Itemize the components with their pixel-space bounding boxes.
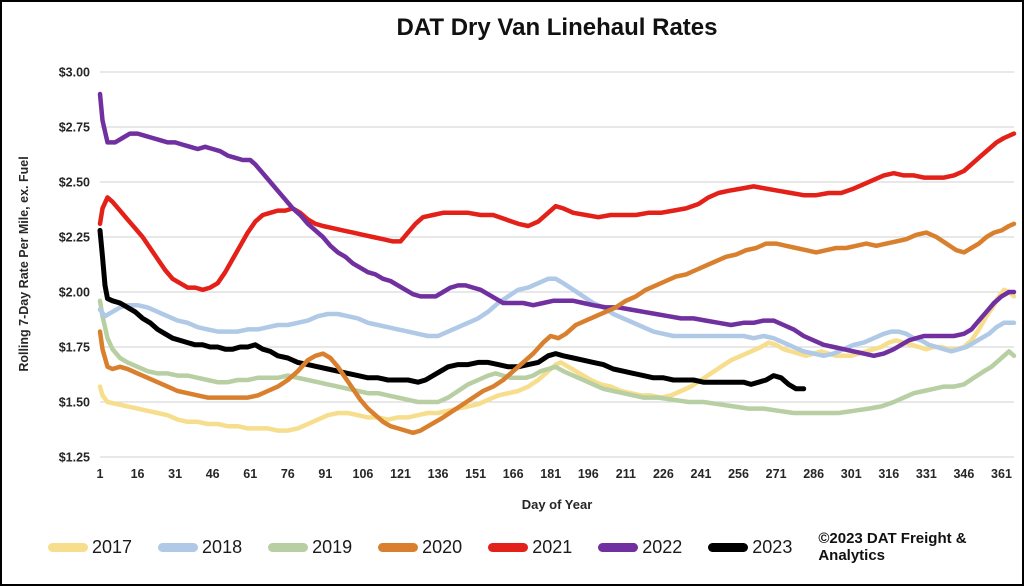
plot-area: $3.00 $2.75 $2.50 $2.25 $2.00 $1.75 $1.50 $1.25… [17,66,1017,482]
legend-label-2023: 2023 [752,536,793,557]
legend-item-2018: 2018 [158,537,242,558]
x-tick-label: 106 [353,467,374,481]
x-tick-label: 1 [97,467,104,481]
legend-item-2020: 2020 [378,537,462,558]
x-tick-label: 346 [953,467,974,481]
legend-item-2021: 2021 [488,537,572,558]
legend-swatch-2020 [378,542,419,552]
x-tick-label: 121 [390,467,411,481]
legend-swatch-2017 [48,542,88,552]
series-line-2017 [97,287,1017,433]
x-axis-title: Day of Year [521,497,593,512]
legend-swatch-2018 [158,542,199,552]
y-tick-label: $1.25 [59,451,90,465]
series-line-2020 [97,221,1017,436]
legend-item-2019: 2019 [268,537,352,558]
x-tick-label: 16 [131,467,145,481]
x-tick-label: 361 [991,467,1012,481]
x-tick-label: 286 [803,467,824,481]
y-tick-label: $2.50 [59,176,90,190]
copyright-text: ©2023 DAT Freight & Analytics [818,530,967,564]
x-tick-label: 256 [728,467,749,481]
y-tick-label: $2.00 [59,286,90,300]
legend-label-2018: 2018 [202,536,243,557]
legend-swatch-2022 [598,542,639,552]
gridlines-group [100,71,1014,458]
x-tick-label: 166 [503,467,524,481]
series-line-2022 [97,91,1017,359]
chart-title: DAT Dry Van Linehaul Rates [396,14,718,41]
x-tick-label: 301 [841,467,862,481]
legend-label-2020: 2020 [422,536,463,557]
legend-swatch-2023 [708,542,749,552]
x-tick-label: 241 [691,467,712,481]
x-tick-label: 211 [616,467,636,481]
series-line-2023 [97,227,807,392]
x-tick-label: 331 [916,467,937,481]
legend-label-2019: 2019 [312,536,353,557]
x-tick-label: 46 [206,467,220,481]
y-tick-label: $2.75 [59,121,90,135]
x-tick-label: 31 [168,467,182,481]
y-tick-label: $3.00 [59,66,90,80]
legend-label-2021: 2021 [532,536,573,557]
legend-item-2022: 2022 [598,537,682,558]
x-tick-label: 61 [243,467,257,481]
series-lines-group [97,91,1017,436]
legend: 2017 2018 2019 2020 2021 2022 2023 ©2023 DAT Fr… [48,530,1008,564]
y-tick-label: $1.50 [59,396,90,410]
y-axis-title: Rolling 7-Day Rate Per Mile, ex. Fuel [17,156,31,371]
x-tick-label: 76 [281,467,295,481]
legend-item-2023: 2023 [708,537,792,558]
series-line-2021 [97,131,1017,293]
x-tick-label: 226 [653,467,674,481]
axis-labels-group: $3.00 $2.75 $2.50 $2.25 $2.00 $1.75 $1.50 $1.25… [59,66,1012,482]
legend-item-2017: 2017 [48,537,132,558]
x-tick-label: 196 [578,467,599,481]
series-line-2019 [97,298,1017,416]
x-tick-label: 316 [878,467,899,481]
series-line-2018 [97,276,1017,359]
legend-swatch-2019 [268,542,309,552]
x-tick-label: 136 [428,467,449,481]
x-tick-label: 151 [465,467,486,481]
y-tick-label: $2.25 [59,231,90,245]
legend-label-2017: 2017 [92,536,133,557]
legend-label-2022: 2022 [642,536,683,557]
x-tick-label: 181 [540,467,561,481]
legend-swatch-2021 [488,542,529,552]
x-tick-label: 91 [318,467,332,481]
y-tick-label: $1.75 [59,341,90,355]
x-tick-label: 271 [766,467,787,481]
